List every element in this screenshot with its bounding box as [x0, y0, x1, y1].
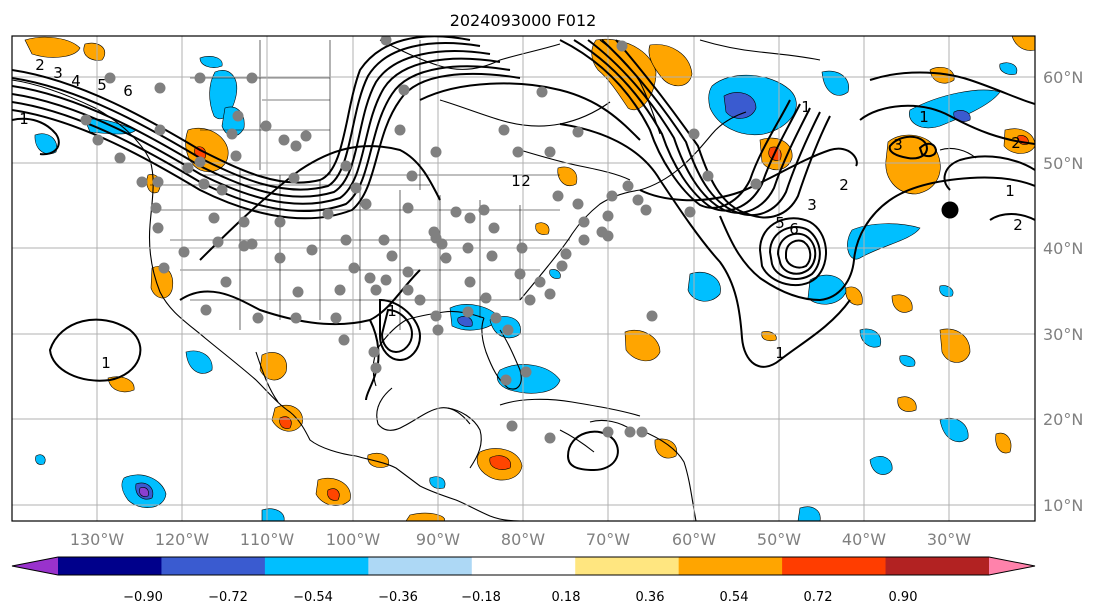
contour-label: 2	[35, 56, 45, 74]
contour-label: 3	[807, 196, 817, 214]
lat-label: 20°N	[1043, 410, 1083, 429]
colorbar-segment	[575, 557, 680, 575]
colorbar-segment	[471, 557, 576, 575]
colorbar-segment	[161, 557, 266, 575]
colorbar-segment	[885, 557, 990, 575]
lon-label: 100°W	[326, 530, 381, 549]
contour-label: 1	[775, 344, 785, 362]
contour-label: 1	[511, 172, 521, 190]
lon-label: 40°W	[842, 530, 886, 549]
longitude-labels: 130°W 120°W 110°W 100°W 90°W 80°W 70°W 6…	[70, 530, 971, 549]
contour-label: 2	[1013, 216, 1023, 234]
colorbar-extend-high	[989, 557, 1035, 575]
map-area: 1 2 3 4 5 6 1 1 1 2 1 2 3 1 2 3 5 6 1 2 …	[12, 36, 1035, 521]
map-title: 2024093000 F012	[450, 11, 597, 30]
latitude-labels: 60°N 50°N 40°N 30°N 20°N 10°N	[1043, 68, 1083, 515]
station-markers	[80, 36, 762, 444]
contour-lines	[12, 36, 1035, 472]
contour-label: 3	[893, 136, 903, 154]
colorbar-outline	[11, 556, 1036, 576]
contour-label: 1	[19, 110, 29, 128]
contour-label: 6	[789, 220, 799, 238]
contour-label: 1	[387, 302, 397, 320]
lat-label: 10°N	[1043, 496, 1083, 515]
colorbar-tick-label: 0.54	[720, 590, 749, 605]
colorbar-tick-label: −0.72	[208, 590, 248, 605]
lat-label: 60°N	[1043, 68, 1083, 87]
lon-label: 80°W	[501, 530, 545, 549]
contour-label: 5	[97, 76, 107, 94]
state-borders	[150, 40, 570, 330]
colorbar-segment	[678, 557, 783, 575]
contour-label: 2	[521, 172, 531, 190]
colorbar-tick-label: −0.18	[461, 590, 501, 605]
colorbar	[11, 556, 1036, 576]
colorbar-segment	[58, 557, 162, 575]
contour-label: 3	[53, 64, 63, 82]
colorbar-tick-labels: −0.90 −0.72 −0.54 −0.36 −0.18 0.18 0.36 …	[123, 590, 917, 605]
colorbar-tick-label: 0.72	[804, 590, 833, 605]
colorbar-tick-label: 0.90	[889, 590, 918, 605]
lon-label: 60°W	[672, 530, 716, 549]
lat-label: 50°N	[1043, 154, 1083, 173]
colorbar-tick-label: 0.36	[636, 590, 665, 605]
lon-label: 50°W	[757, 530, 801, 549]
colorbar-tick-label: −0.90	[123, 590, 163, 605]
colorbar-tick-label: −0.54	[293, 590, 333, 605]
contour-label: 6	[123, 82, 133, 100]
map-frame	[11, 35, 1036, 522]
colorbar-segment	[368, 557, 473, 575]
lat-label: 30°N	[1043, 325, 1083, 344]
contour-label: 1	[1005, 182, 1015, 200]
highlighted-station-marker	[941, 201, 959, 219]
colorbar-segment	[264, 557, 369, 575]
colorbar-extend-low	[12, 557, 58, 575]
colorbar-tick-label: −0.36	[378, 590, 418, 605]
contour-label: 2	[1011, 134, 1021, 152]
lon-label: 90°W	[416, 530, 460, 549]
contour-label: 4	[71, 72, 81, 90]
contour-labels: 1 2 3 4 5 6 1 1 1 2 1 2 3 1 2 3 5 6 1 2 …	[19, 56, 1023, 372]
contour-label: 1	[101, 354, 111, 372]
contour-label: 5	[775, 214, 785, 232]
lon-label: 70°W	[586, 530, 630, 549]
contour-label: 1	[919, 108, 929, 126]
colorbar-segment	[782, 557, 887, 575]
colorbar-tick-label: 0.18	[552, 590, 581, 605]
contour-label: 2	[839, 176, 849, 194]
lon-label: 130°W	[70, 530, 125, 549]
lon-label: 30°W	[927, 530, 971, 549]
lon-label: 120°W	[155, 530, 210, 549]
lon-label: 110°W	[240, 530, 295, 549]
lat-label: 40°N	[1043, 239, 1083, 258]
contour-label: 1	[801, 98, 811, 116]
